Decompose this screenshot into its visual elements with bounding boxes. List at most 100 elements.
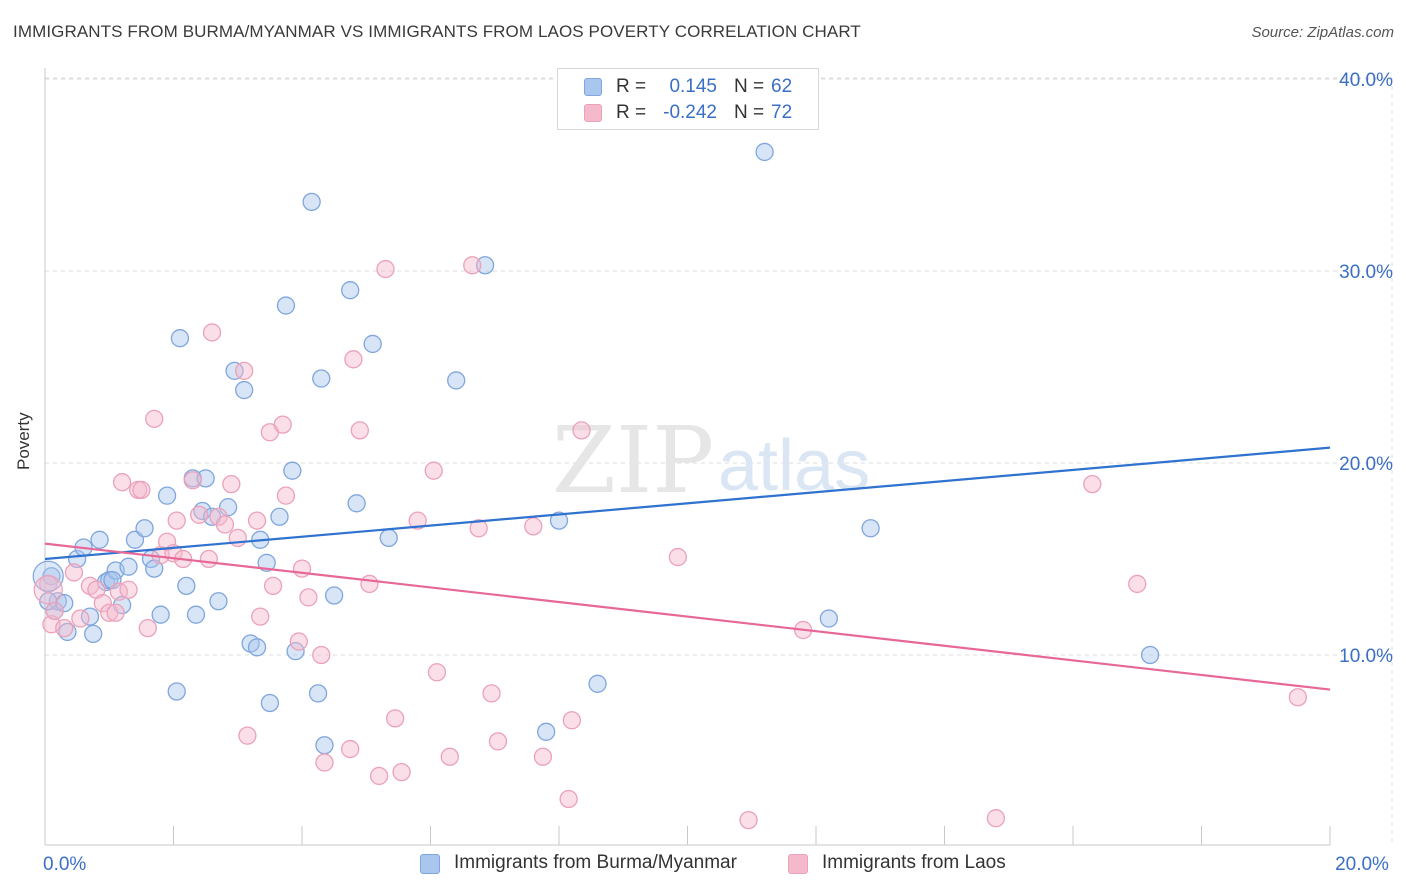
burma-point xyxy=(48,592,67,611)
laos-point xyxy=(482,684,501,703)
laos-point xyxy=(199,549,218,569)
legend-n-value: 62 xyxy=(771,76,793,97)
burma-point xyxy=(260,693,280,713)
laos-point xyxy=(251,607,270,626)
laos-trend-line xyxy=(44,542,1331,691)
trend-lines xyxy=(44,446,1331,691)
laos-point xyxy=(392,762,411,782)
burma-point xyxy=(235,380,254,400)
laos-point xyxy=(344,350,363,369)
laos-point xyxy=(263,576,283,596)
laos-point xyxy=(488,732,508,751)
burma-point xyxy=(312,369,331,388)
laos-point xyxy=(386,709,405,728)
laos-point xyxy=(119,580,138,599)
laos-point xyxy=(222,474,241,494)
burma-point xyxy=(347,494,366,513)
laos-point xyxy=(112,473,132,492)
legend-n-label: N = xyxy=(734,102,765,123)
laos-point xyxy=(524,517,543,536)
laos-point xyxy=(190,505,209,524)
laos-point xyxy=(93,594,112,613)
burma-point xyxy=(819,609,838,628)
laos-point xyxy=(562,711,581,730)
burma-point xyxy=(475,256,495,275)
legend-row-laos: R = -0.242 N = 72 xyxy=(558,101,820,127)
laos-point xyxy=(350,421,369,440)
laos-point xyxy=(572,421,591,440)
legend-r-label: R = xyxy=(616,76,647,97)
y-tick-label: 40.0% xyxy=(1339,70,1393,91)
legend-swatch-burma xyxy=(584,78,602,96)
laos-point xyxy=(145,409,164,428)
laos-point xyxy=(341,739,360,759)
laos-point xyxy=(1288,688,1308,707)
axes xyxy=(44,68,1331,846)
burma-point xyxy=(157,486,177,505)
laos-point xyxy=(247,511,267,530)
laos-point xyxy=(71,609,90,628)
laos-point xyxy=(1083,474,1102,494)
burma-point xyxy=(447,371,466,390)
burma-point xyxy=(276,296,296,315)
burma-trend-line xyxy=(44,446,1331,561)
chart-title: IMMIGRANTS FROM BURMA/MYANMAR VS IMMIGRA… xyxy=(13,22,861,41)
legend-label-burma: Immigrants from Burma/Myanmar xyxy=(454,852,737,873)
legend-r-value: 0.145 xyxy=(669,76,717,97)
legend-n-value: 72 xyxy=(771,102,793,123)
laos-point xyxy=(100,603,119,622)
laos-point xyxy=(360,574,379,594)
laos-point xyxy=(559,789,578,809)
laos-point xyxy=(369,766,389,786)
laos-point xyxy=(315,753,334,772)
laos-point xyxy=(668,547,688,567)
burma-point xyxy=(755,142,774,162)
burma-point xyxy=(588,674,607,693)
laos-point xyxy=(235,361,254,380)
laos-point xyxy=(106,603,125,622)
laos-point xyxy=(273,415,292,434)
laos-point xyxy=(408,511,427,530)
laos-point xyxy=(138,618,157,638)
legend-swatch-burma xyxy=(420,854,440,874)
burma-point xyxy=(151,605,170,624)
burma-point xyxy=(177,576,196,596)
y-tick-label: 10.0% xyxy=(1339,646,1393,667)
burma-point xyxy=(225,361,244,380)
legend-r-value: -0.242 xyxy=(663,102,717,123)
laos-point xyxy=(299,588,318,607)
tick-labels: 10.0% 20.0% 30.0% 40.0% 0.0% 20.0% xyxy=(43,70,1393,875)
laos-point xyxy=(238,726,257,745)
y-tick-label: 20.0% xyxy=(1339,454,1393,475)
burma-point xyxy=(315,736,334,755)
burma-point xyxy=(270,507,289,526)
laos-point xyxy=(424,461,443,480)
laos-point xyxy=(533,747,553,766)
legend-swatch-laos xyxy=(584,104,602,122)
laos-point xyxy=(440,747,459,766)
laos-point xyxy=(739,810,758,830)
series-legend: Immigrants from Burma/Myanmar Immigrants… xyxy=(0,851,1406,877)
burma-point xyxy=(379,528,398,548)
laos-point xyxy=(157,532,177,551)
burma-point xyxy=(537,722,556,741)
burma-point xyxy=(324,586,344,605)
burma-point xyxy=(55,594,74,613)
burma-point xyxy=(257,553,276,572)
y-tick-label: 30.0% xyxy=(1339,262,1393,283)
watermark-zip: ZIP xyxy=(552,407,714,514)
burma-point xyxy=(549,511,569,530)
laos-point xyxy=(183,471,202,490)
x-tick-label: 0.0% xyxy=(43,854,86,875)
burma-point xyxy=(1140,645,1160,665)
legend-row-burma: R = 0.145 N = 62 xyxy=(558,75,820,101)
burma-point xyxy=(286,642,305,661)
laos-point xyxy=(215,515,235,534)
data-points xyxy=(32,142,1308,830)
laos-point xyxy=(167,511,186,530)
burma-point xyxy=(186,605,206,624)
laos-point xyxy=(427,663,447,682)
laos-point xyxy=(986,809,1006,828)
laos-point xyxy=(276,486,296,505)
